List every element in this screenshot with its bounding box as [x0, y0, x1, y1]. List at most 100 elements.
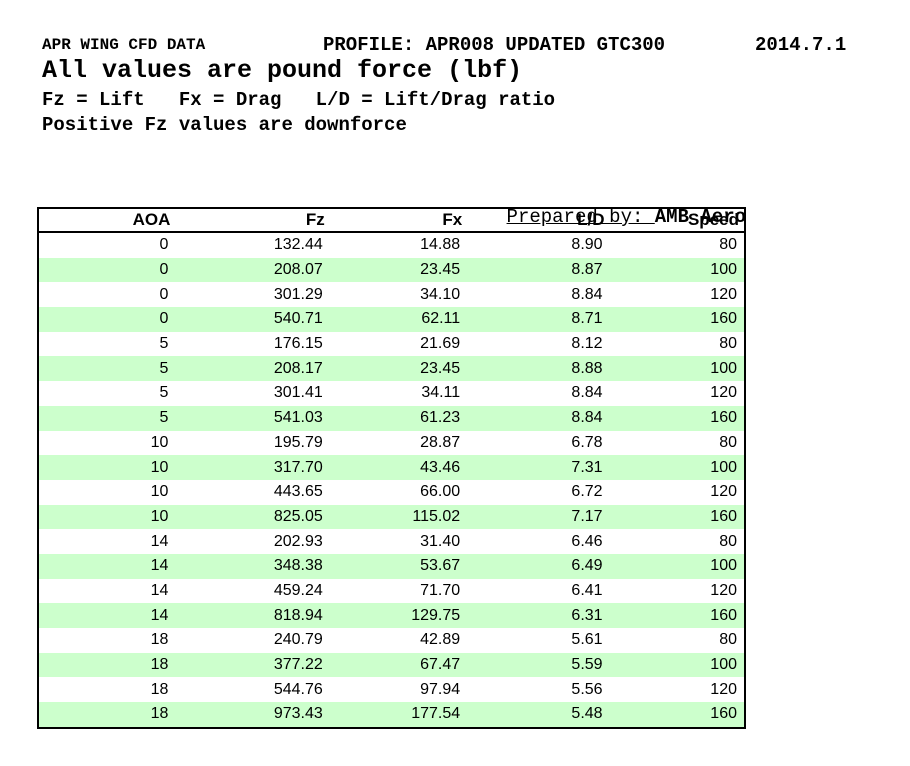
cell-aoa: 5: [159, 335, 169, 353]
cell-aoa: 14: [150, 532, 169, 550]
table-row: 5 208.17 23.45 8.88 100: [38, 356, 745, 382]
cell-speed: 80: [719, 433, 737, 451]
cell-fx: 97.94: [420, 680, 461, 698]
cell-aoa: 10: [150, 433, 169, 451]
table-row: 10 195.79 28.87 6.78 80: [38, 431, 745, 456]
cell-fz: 208.17: [273, 359, 323, 377]
table-row: 18 240.79 42.89 5.61 80: [38, 628, 745, 653]
cell-fx: 66.00: [420, 483, 461, 501]
cell-aoa: 5: [159, 359, 169, 377]
cell-ld: 5.56: [571, 680, 603, 698]
cell-fz: 443.65: [273, 483, 323, 501]
cell-ld: 8.84: [571, 409, 603, 427]
cell-fz: 544.76: [273, 680, 323, 698]
cell-fx: 43.46: [420, 458, 461, 476]
cell-aoa: 18: [150, 680, 169, 698]
cell-ld: 5.48: [571, 705, 603, 723]
cell-aoa: 18: [150, 705, 169, 723]
cell-ld: 8.71: [571, 310, 603, 328]
cell-aoa: 5: [159, 409, 169, 427]
cell-aoa: 14: [150, 581, 169, 599]
cell-speed: 80: [719, 236, 737, 254]
table-row: 18 973.43 177.54 5.48 160: [38, 702, 745, 728]
cell-fz: 240.79: [273, 631, 323, 649]
cell-fx: 71.70: [420, 581, 461, 599]
cell-speed: 120: [710, 384, 737, 402]
cell-speed: 160: [710, 606, 737, 624]
cell-speed: 80: [719, 631, 737, 649]
cell-aoa: 18: [150, 631, 169, 649]
cell-speed: 100: [710, 557, 737, 575]
cell-ld: 6.46: [571, 532, 603, 550]
cell-ld: 6.49: [571, 557, 603, 575]
table-body: 0 132.44 14.88 8.90 80 0 208.07 23.45 8.…: [38, 232, 745, 728]
profile-label: PROFILE: APR008 UPDATED GTC300: [323, 34, 666, 56]
revision-date: 2014.7.1: [755, 34, 847, 56]
cell-fz: 348.38: [273, 557, 323, 575]
cell-fz: 301.41: [273, 384, 323, 402]
cell-fx: 23.45: [420, 261, 461, 279]
cell-ld: 6.31: [571, 606, 603, 624]
table-row: 5 301.41 34.11 8.84 120: [38, 381, 745, 406]
legend-line: Fz = Lift Fx = Drag L/D = Lift/Drag rati…: [42, 89, 556, 111]
cell-fx: 62.11: [421, 310, 461, 328]
table-row: 0 208.07 23.45 8.87 100: [38, 257, 745, 283]
cell-ld: 8.12: [571, 335, 603, 353]
downforce-note: Positive Fz values are downforce: [42, 114, 407, 136]
cfd-results-table: AOA Fz Fx L/D Speed 0 132.44 14.88 8.90 80 0…: [37, 207, 746, 729]
cell-fz: 825.05: [273, 507, 323, 525]
cell-ld: 8.84: [571, 384, 603, 402]
cell-ld: 8.88: [571, 359, 603, 377]
table-row: 14 348.38 53.67 6.49 100: [38, 553, 745, 579]
page-title: APR WING CFD DATA: [42, 36, 206, 54]
cell-ld: 6.72: [571, 483, 603, 501]
cell-fx: 177.54: [411, 705, 461, 723]
table-row: 10 317.70 43.46 7.31 100: [38, 455, 745, 480]
table-row: 10 443.65 66.00 6.72 120: [38, 480, 745, 505]
column-header: AOA: [38, 208, 176, 233]
cell-aoa: 0: [159, 310, 169, 328]
table-row: 5 176.15 21.69 8.12 80: [38, 332, 745, 357]
table-row: 18 377.22 67.47 5.59 100: [38, 652, 745, 678]
cell-fx: 34.10: [420, 285, 461, 303]
cell-speed: 160: [710, 310, 737, 328]
cell-ld: 6.41: [571, 581, 603, 599]
cell-fz: 176.15: [273, 335, 323, 353]
column-header: Fx: [329, 208, 468, 233]
cell-fz: 459.24: [273, 581, 323, 599]
cell-ld: 8.90: [571, 236, 603, 254]
cell-ld: 5.61: [571, 631, 603, 649]
cell-speed: 80: [719, 335, 737, 353]
table-row: 0 540.71 62.11 8.71 160: [38, 307, 745, 332]
cell-speed: 120: [710, 680, 737, 698]
cell-fx: 31.40: [420, 532, 461, 550]
table-row: 14 459.24 71.70 6.41 120: [38, 579, 745, 604]
cell-speed: 160: [710, 705, 737, 723]
table-row: 18 544.76 97.94 5.56 120: [38, 677, 745, 702]
table-row: 14 202.93 31.40 6.46 80: [38, 529, 745, 554]
cell-aoa: 10: [150, 507, 169, 525]
cell-aoa: 18: [150, 656, 169, 674]
cell-speed: 120: [710, 581, 737, 599]
cell-aoa: 14: [150, 557, 169, 575]
cell-fx: 34.11: [421, 384, 461, 402]
cell-speed: 80: [719, 532, 737, 550]
cell-speed: 120: [710, 483, 737, 501]
units-subtitle: All values are pound force (lbf): [42, 56, 523, 85]
cell-fz: 973.43: [273, 705, 323, 723]
cell-speed: 100: [710, 261, 737, 279]
cell-fx: 61.23: [420, 409, 461, 427]
cell-fx: 53.67: [420, 557, 461, 575]
cell-fx: 115.02: [412, 507, 461, 525]
column-header: Speed: [609, 208, 745, 233]
cell-fx: 21.69: [420, 335, 461, 353]
cell-fz: 132.44: [273, 236, 323, 254]
cell-aoa: 0: [159, 285, 169, 303]
column-header: Fz: [175, 208, 330, 233]
cell-fz: 208.07: [273, 261, 323, 279]
table-header-row: AOA Fz Fx L/D Speed: [38, 208, 745, 233]
table-row: 14 818.94 129.75 6.31 160: [38, 603, 745, 628]
table-row: 0 132.44 14.88 8.90 80: [38, 232, 745, 258]
cell-speed: 160: [710, 507, 737, 525]
